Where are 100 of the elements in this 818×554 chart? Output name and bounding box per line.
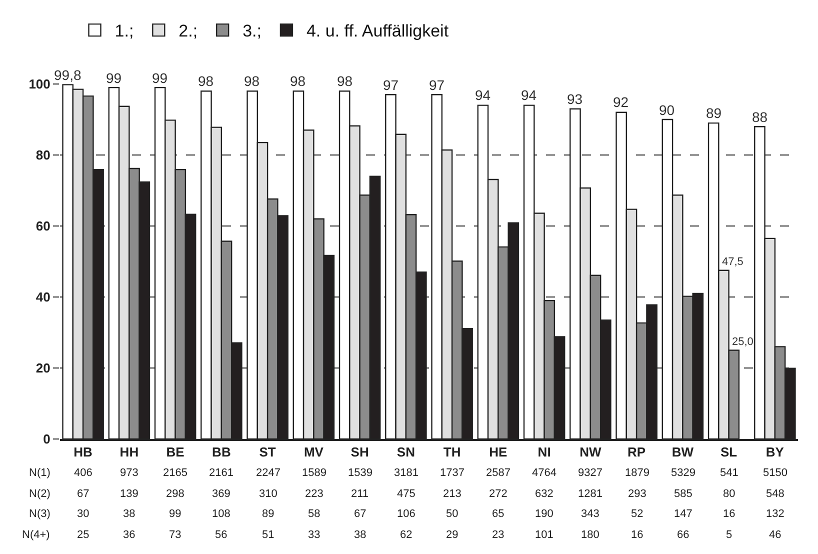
x-tick-label: BB — [212, 444, 231, 460]
text: 190 — [535, 508, 554, 520]
x-tick-label: SN — [396, 444, 415, 460]
text: 180 — [581, 529, 600, 541]
text: 23 — [492, 529, 504, 541]
text: 106 — [397, 508, 416, 520]
text: 1737 — [440, 467, 464, 479]
text: N(3) — [29, 508, 50, 520]
text: 99 — [169, 508, 182, 520]
y-tick-label: 40 — [36, 290, 50, 305]
text: 38 — [123, 508, 136, 520]
text: 1281 — [578, 488, 602, 500]
data-label: 90 — [659, 102, 675, 118]
text: 29 — [446, 529, 458, 541]
text: 475 — [397, 488, 416, 500]
text: 310 — [259, 488, 278, 500]
legend-label: 3.; — [242, 22, 262, 41]
data-label: 94 — [475, 87, 491, 103]
text: 541 — [720, 467, 738, 479]
text: 67 — [77, 488, 90, 500]
data-label: 92 — [613, 94, 629, 110]
y-tick-label: 0 — [43, 432, 50, 447]
text: 62 — [400, 529, 412, 541]
x-tick-label: ST — [259, 444, 276, 460]
text: 132 — [766, 508, 784, 520]
text: 30 — [77, 508, 90, 520]
text: 46 — [769, 529, 782, 541]
text: 33 — [308, 529, 320, 541]
data-label: 99 — [152, 70, 168, 86]
x-tick-label: BW — [672, 444, 694, 460]
text: 2161 — [209, 467, 234, 479]
text: 52 — [631, 508, 644, 520]
x-tick-label: RP — [628, 444, 646, 460]
x-tick-label: SH — [350, 444, 369, 460]
x-tick-label: BY — [766, 444, 784, 460]
data-label: 99 — [106, 70, 122, 86]
legend-label: 2.; — [178, 22, 198, 41]
data-label: 47,5 — [722, 256, 744, 268]
text: 56 — [215, 529, 228, 541]
text: 51 — [262, 529, 274, 541]
data-label: 25,0 — [732, 336, 754, 348]
text: 5 — [726, 529, 732, 541]
y-tick-label: 20 — [36, 360, 50, 376]
text: 5150 — [763, 467, 788, 479]
text: 66 — [677, 529, 690, 541]
text: 2165 — [163, 467, 188, 479]
legend-label: 1.; — [114, 22, 134, 41]
x-tick-label: NW — [580, 444, 602, 460]
data-label: 97 — [429, 77, 445, 93]
y-tick-label: 80 — [36, 148, 50, 163]
text: N(4+) — [22, 529, 50, 541]
x-tick-label: BE — [166, 444, 185, 460]
x-tick-label: MV — [304, 444, 324, 460]
data-label: 99,8 — [54, 67, 82, 83]
text: 293 — [628, 488, 646, 500]
text: 65 — [492, 508, 504, 520]
text: 80 — [723, 488, 736, 500]
text: 211 — [351, 488, 369, 500]
text: 406 — [74, 467, 92, 479]
text: 67 — [354, 508, 366, 520]
text: 139 — [120, 488, 138, 500]
text: 2587 — [486, 467, 510, 479]
text: 1879 — [625, 467, 650, 479]
text: 36 — [123, 529, 136, 541]
text: 3181 — [394, 467, 418, 479]
text: 101 — [535, 529, 554, 541]
text: 298 — [166, 488, 184, 500]
text: 89 — [262, 508, 274, 520]
text: 50 — [446, 508, 458, 520]
x-tick-label: HE — [489, 444, 508, 460]
text: 25 — [77, 529, 90, 541]
text: 973 — [120, 467, 138, 479]
x-tick-label: TH — [443, 444, 461, 460]
y-tick-label: 100 — [28, 76, 50, 92]
x-tick-label: NI — [538, 444, 551, 460]
text: 58 — [308, 508, 320, 520]
data-label: 89 — [706, 105, 722, 121]
text: 1539 — [348, 467, 372, 479]
data-label: 94 — [521, 87, 537, 103]
text: N(2) — [29, 488, 50, 500]
text: 108 — [212, 508, 230, 520]
text: 223 — [305, 488, 324, 500]
text: 2247 — [256, 467, 280, 479]
text: 16 — [631, 529, 644, 541]
y-tick-label: 60 — [36, 218, 50, 234]
text: 548 — [766, 488, 784, 500]
text: 1589 — [302, 467, 326, 479]
data-label: 98 — [337, 73, 353, 89]
data-label: 97 — [383, 77, 399, 93]
text: 343 — [581, 508, 600, 520]
text: N(1) — [29, 467, 50, 479]
data-label: 98 — [290, 73, 306, 89]
text: 38 — [354, 529, 366, 541]
text: 5329 — [671, 467, 696, 479]
x-tick-label: SL — [720, 444, 738, 460]
data-label: 98 — [198, 73, 214, 89]
data-label: 93 — [567, 91, 583, 107]
text: 632 — [535, 488, 554, 500]
text: 585 — [674, 488, 692, 500]
x-tick-label: HB — [74, 444, 92, 460]
